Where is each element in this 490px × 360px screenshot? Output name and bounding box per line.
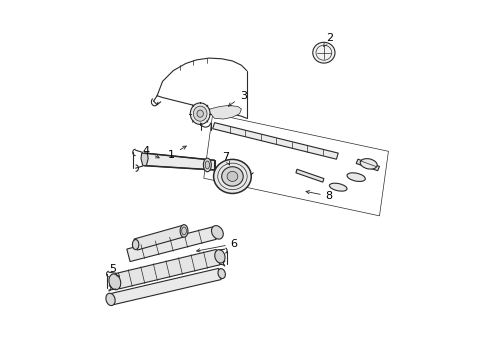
Ellipse shape xyxy=(215,250,225,263)
Ellipse shape xyxy=(218,269,225,279)
Polygon shape xyxy=(127,227,216,262)
Ellipse shape xyxy=(190,103,210,125)
Ellipse shape xyxy=(106,293,115,306)
Ellipse shape xyxy=(109,274,121,290)
Polygon shape xyxy=(356,159,379,171)
Ellipse shape xyxy=(360,159,377,169)
Ellipse shape xyxy=(212,226,223,239)
Text: 4: 4 xyxy=(143,146,159,158)
Ellipse shape xyxy=(313,42,335,63)
Text: 5: 5 xyxy=(109,264,120,277)
Ellipse shape xyxy=(132,239,139,249)
Polygon shape xyxy=(213,123,338,159)
Polygon shape xyxy=(116,249,220,289)
Ellipse shape xyxy=(180,225,188,237)
Ellipse shape xyxy=(194,106,207,121)
Text: 7: 7 xyxy=(221,152,229,165)
Polygon shape xyxy=(134,225,186,250)
Ellipse shape xyxy=(329,183,347,191)
Text: 3: 3 xyxy=(228,91,246,106)
Polygon shape xyxy=(111,268,221,305)
Ellipse shape xyxy=(214,159,251,193)
Ellipse shape xyxy=(182,227,186,235)
Ellipse shape xyxy=(221,167,243,186)
Polygon shape xyxy=(141,153,148,166)
Ellipse shape xyxy=(203,158,211,172)
Ellipse shape xyxy=(205,161,210,169)
Polygon shape xyxy=(207,105,242,119)
Ellipse shape xyxy=(347,173,366,181)
Ellipse shape xyxy=(227,171,238,181)
Text: 8: 8 xyxy=(306,190,333,201)
Text: 6: 6 xyxy=(196,239,238,252)
Polygon shape xyxy=(296,169,324,182)
Text: 2: 2 xyxy=(324,33,333,46)
Text: 1: 1 xyxy=(168,146,186,160)
Ellipse shape xyxy=(197,110,203,117)
Polygon shape xyxy=(145,153,215,170)
